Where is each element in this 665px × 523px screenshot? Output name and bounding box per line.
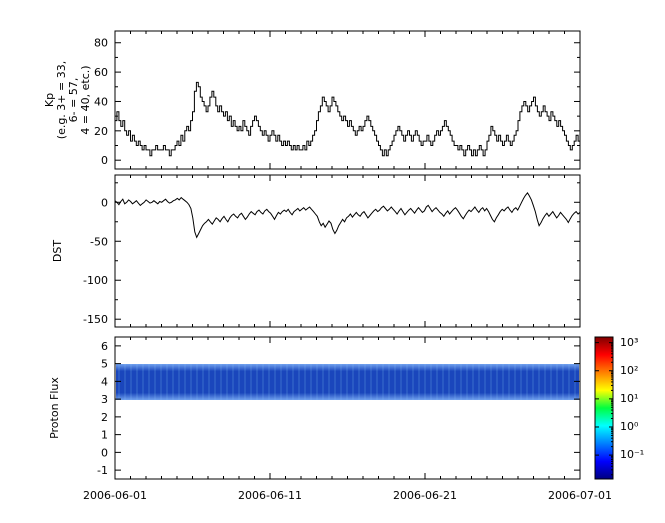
colorbar-tick-label: 10⁰ — [620, 420, 639, 433]
proton-flux-ytick-label: 0 — [101, 446, 108, 459]
x-tick-label: 2006-06-21 — [393, 489, 457, 502]
x-tick-label: 2006-06-01 — [83, 489, 147, 502]
colorbar-tick-label: 10³ — [620, 336, 639, 349]
proton-flux-ytick-label: 6 — [101, 340, 108, 353]
proton-flux-ytick-label: 4 — [101, 375, 108, 388]
kp-ytick-label: 20 — [94, 125, 108, 138]
kp-ytick-label: 0 — [101, 154, 108, 167]
colorbar-gradient — [595, 337, 613, 479]
colorbar-tick-label: 10⁻¹ — [620, 448, 645, 461]
kp-ytick-label: 40 — [94, 95, 108, 108]
colorbar-axes — [594, 336, 614, 480]
proton-flux-ytick-label: 5 — [101, 358, 108, 371]
dst-ytick-label: -150 — [83, 313, 108, 326]
colorbar-tick-label: 10² — [620, 364, 639, 377]
proton-flux-ytick-label: 2 — [101, 411, 108, 424]
colorbar-tick-label: 10¹ — [620, 392, 639, 405]
dst-ytick-label: 0 — [101, 196, 108, 209]
proton-flux-axes: -1 0 1 2 3 4 5 6 — [97, 336, 581, 480]
kp-line — [115, 81, 580, 157]
proton-flux-band — [116, 364, 579, 400]
dst-axes: 0 -50 -100 -150 — [83, 174, 581, 328]
x-tick-label: 2006-06-11 — [238, 489, 302, 502]
dst-line — [114, 192, 581, 239]
kp-ytick-label: 60 — [94, 66, 108, 79]
kp-axes: 0 20 40 60 80 — [94, 30, 581, 170]
proton-flux-ytick-label: -1 — [97, 464, 108, 477]
dst-ytick-label: -100 — [83, 274, 108, 287]
proton-flux-ytick-label: 3 — [101, 393, 108, 406]
dst-ytick-label: -50 — [90, 235, 108, 248]
proton-flux-ytick-label: 1 — [101, 429, 108, 442]
x-tick-label: 2006-07-01 — [548, 489, 612, 502]
kp-ytick-label: 80 — [94, 37, 108, 50]
